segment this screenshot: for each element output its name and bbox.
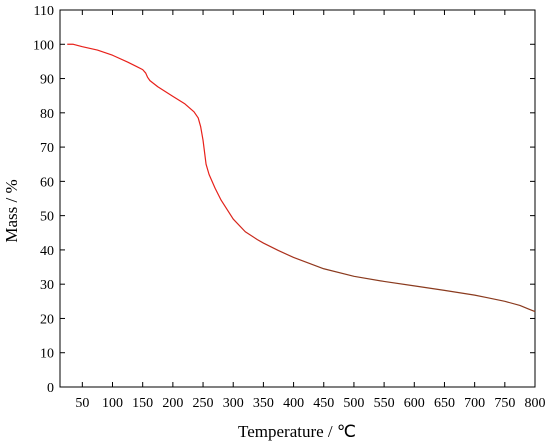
x-tick-label: 250 — [193, 396, 214, 411]
x-tick-label: 600 — [404, 396, 425, 411]
y-tick-label: 50 — [40, 210, 54, 225]
x-tick-label: 300 — [223, 396, 244, 411]
y-tick-label: 10 — [40, 347, 54, 362]
plot-frame — [59, 9, 536, 388]
x-tick-label: 150 — [132, 396, 153, 411]
x-tick-label: 500 — [343, 396, 364, 411]
x-tick-label: 800 — [525, 396, 546, 411]
y-tick-label: 0 — [47, 381, 54, 396]
x-tick-label: 200 — [162, 396, 183, 411]
y-tick-label: 80 — [40, 107, 54, 122]
x-tick-label: 350 — [253, 396, 274, 411]
x-axis-title: Temperature / ℃ — [238, 422, 356, 441]
x-tick-label: 700 — [464, 396, 485, 411]
y-tick-label: 30 — [40, 278, 54, 293]
x-tick-label: 550 — [374, 396, 395, 411]
x-tick-label: 50 — [75, 396, 89, 411]
x-tick-label: 750 — [494, 396, 515, 411]
y-tick-label: 110 — [34, 4, 54, 19]
y-tick-label: 100 — [33, 38, 54, 53]
y-axis: 0 10 20 30 40 50 60 70 80 90 100 110 — [33, 4, 535, 396]
x-axis: 50 100 150 200 250 300 350 400 450 500 550 600 650 70… — [75, 10, 546, 411]
y-tick-label: 70 — [40, 141, 54, 156]
x-tick-label: 450 — [313, 396, 334, 411]
x-tick-label: 400 — [283, 396, 304, 411]
series-layer — [67, 43, 536, 313]
mass-loss-curve — [67, 43, 536, 313]
y-tick-label: 90 — [40, 73, 54, 88]
x-tick-label: 650 — [434, 396, 455, 411]
y-tick-label: 20 — [40, 312, 54, 327]
x-tick-label: 100 — [102, 396, 123, 411]
y-tick-label: 60 — [40, 175, 54, 190]
y-axis-title: Mass / % — [2, 179, 21, 242]
y-tick-label: 40 — [40, 244, 54, 259]
